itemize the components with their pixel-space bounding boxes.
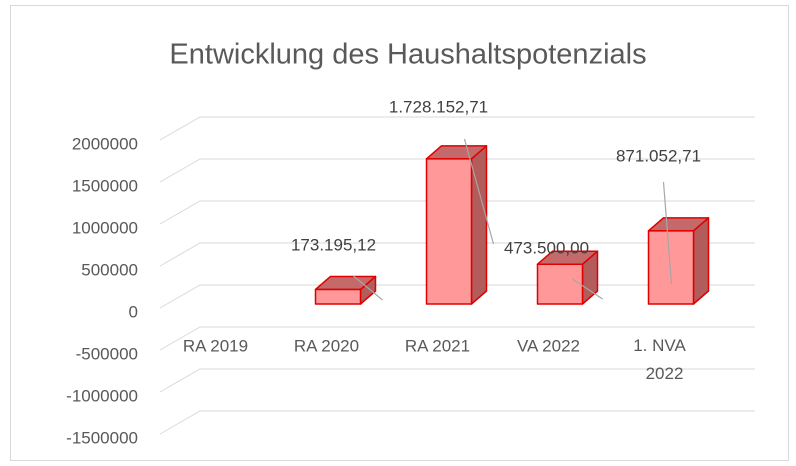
y-tick-label: 1500000 [72, 176, 138, 195]
value-label: 473.500,00 [504, 238, 589, 257]
grid-line [159, 158, 755, 183]
leader-line [353, 275, 383, 301]
y-tick-label: 0 [129, 302, 138, 321]
bar [425, 145, 488, 305]
bar-front [425, 158, 473, 305]
bar-front [314, 288, 362, 305]
y-tick-label: -1000000 [66, 386, 138, 405]
bar-front [536, 263, 584, 305]
y-tick-label: -1500000 [66, 428, 138, 447]
bar [536, 250, 599, 305]
bar-side [470, 145, 488, 305]
grid-line [159, 410, 755, 435]
x-tick-label: 1. NVA 2022 [633, 336, 686, 383]
grid-line [159, 242, 755, 267]
grid-line [159, 116, 755, 141]
bar [314, 275, 377, 305]
y-tick-label: 2000000 [72, 134, 138, 153]
y-tick-label: -500000 [76, 344, 138, 363]
bar-side [692, 217, 710, 305]
grid-line [159, 326, 755, 351]
chart-title: Entwicklung des Haushaltspotenzials [169, 39, 646, 71]
y-tick-label: 500000 [81, 260, 138, 279]
grid-line [159, 200, 755, 225]
y-tick-label: 1000000 [72, 218, 138, 237]
leader-line [572, 278, 603, 300]
leader-line [463, 138, 495, 245]
value-label: 173.195,12 [291, 235, 376, 254]
bar [647, 217, 710, 305]
x-tick-label: RA 2019 [183, 336, 248, 355]
value-label: 1.728.152,71 [389, 97, 488, 116]
grid-line [159, 368, 755, 393]
x-tick-label: RA 2020 [294, 336, 359, 355]
x-tick-label: VA 2022 [517, 336, 580, 355]
bar-front [647, 230, 695, 305]
value-label: 871.052,71 [616, 146, 701, 165]
leader-line [662, 181, 673, 285]
x-tick-label: RA 2021 [405, 336, 470, 355]
